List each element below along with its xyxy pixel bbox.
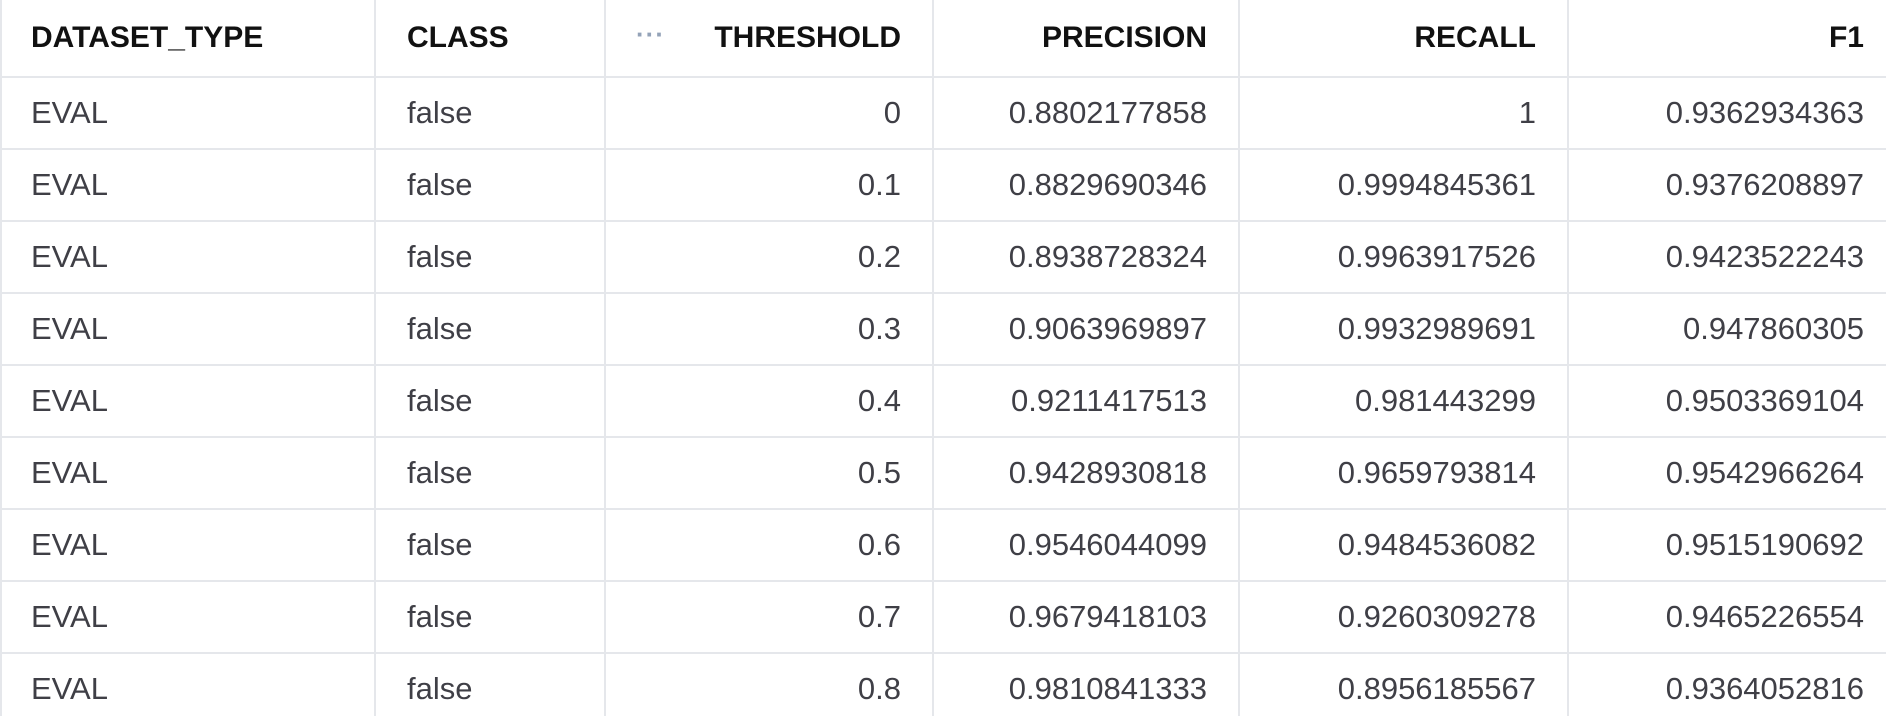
cell-f1[interactable]: 0.9364052816 (1665, 671, 1864, 706)
cell-precision[interactable]: 0.8802177858 (934, 78, 1240, 148)
cell-dataset-type[interactable]: EVAL (0, 510, 376, 580)
cell-precision[interactable]: 0.9546044099 (934, 510, 1240, 580)
cell-precision[interactable]: 0.9810841333 (934, 654, 1240, 716)
cell-recall[interactable]: 0.9932989691 (1240, 294, 1569, 364)
cell-class[interactable]: false (376, 294, 606, 364)
cell-dataset-type[interactable]: EVAL (0, 654, 376, 716)
cell-f1[interactable]: 0.9423522243 (1665, 239, 1864, 274)
column-header-f1[interactable]: F1 (1569, 0, 1886, 76)
column-header-recall[interactable]: RECALL (1240, 0, 1569, 76)
cell-class[interactable]: false (376, 366, 606, 436)
table-header-row: DATASET_TYPE CLASS ··· THRESHOLD PRECISI… (0, 0, 1886, 78)
cell-recall[interactable]: 0.9260309278 (1240, 582, 1569, 652)
table-row[interactable]: EVAL false 0.7 0.9679418103 0.9260309278 0.94… (0, 582, 1886, 654)
cell-dataset-type[interactable]: EVAL (0, 582, 376, 652)
cell-precision[interactable]: 0.9211417513 (934, 366, 1240, 436)
column-header-threshold[interactable]: ··· THRESHOLD (606, 0, 934, 76)
cell-recall[interactable]: 0.8956185567 (1240, 654, 1569, 716)
table-body: EVAL false 0 0.8802177858 1 0.9362934363 EVAL f… (0, 78, 1886, 716)
column-header-label: PRECISION (1041, 21, 1207, 54)
column-header-label: F1 (1828, 21, 1864, 54)
cell-threshold[interactable]: 0 (606, 78, 934, 148)
table-row[interactable]: EVAL false 0.2 0.8938728324 0.9963917526 0.94… (0, 222, 1886, 294)
cell-threshold[interactable]: 0.8 (606, 654, 934, 716)
cell-class[interactable]: false (376, 222, 606, 292)
cell-recall[interactable]: 0.981443299 (1240, 366, 1569, 436)
cell-recall[interactable]: 0.9963917526 (1240, 222, 1569, 292)
column-header-label: THRESHOLD (714, 21, 901, 54)
cell-class[interactable]: false (376, 438, 606, 508)
cell-recall[interactable]: 0.9659793814 (1240, 438, 1569, 508)
cell-precision[interactable]: 0.9063969897 (934, 294, 1240, 364)
table-row[interactable]: EVAL false 0.3 0.9063969897 0.9932989691 0.94… (0, 294, 1886, 366)
table-left-border (0, 0, 2, 716)
cell-f1[interactable]: 0.9503369104 (1665, 383, 1864, 418)
column-header-label: DATASET_TYPE (31, 21, 264, 54)
cell-class[interactable]: false (376, 78, 606, 148)
cell-threshold[interactable]: 0.5 (606, 438, 934, 508)
cell-threshold[interactable]: 0.3 (606, 294, 934, 364)
cell-precision[interactable]: 0.9679418103 (934, 582, 1240, 652)
cell-recall[interactable]: 1 (1240, 78, 1569, 148)
column-header-class[interactable]: CLASS (376, 0, 606, 76)
column-header-label: RECALL (1414, 21, 1536, 54)
cell-dataset-type[interactable]: EVAL (0, 294, 376, 364)
cell-dataset-type[interactable]: EVAL (0, 366, 376, 436)
cell-dataset-type[interactable]: EVAL (0, 222, 376, 292)
table-row[interactable]: EVAL false 0.1 0.8829690346 0.9994845361 0.93… (0, 150, 1886, 222)
cell-class[interactable]: false (376, 510, 606, 580)
cell-f1[interactable]: 0.9465226554 (1665, 599, 1864, 634)
cell-class[interactable]: false (376, 582, 606, 652)
column-header-label: CLASS (407, 21, 509, 54)
cell-f1[interactable]: 0.9515190692 (1665, 527, 1864, 562)
cell-dataset-type[interactable]: EVAL (0, 78, 376, 148)
cell-f1[interactable]: 0.9376208897 (1665, 167, 1864, 202)
cell-dataset-type[interactable]: EVAL (0, 438, 376, 508)
cell-dataset-type[interactable]: EVAL (0, 150, 376, 220)
table-row[interactable]: EVAL false 0.5 0.9428930818 0.9659793814 0.95… (0, 438, 1886, 510)
table-row[interactable]: EVAL false 0.8 0.9810841333 0.8956185567 0.93… (0, 654, 1886, 716)
cell-f1[interactable]: 0.9362934363 (1665, 95, 1864, 130)
cell-threshold[interactable]: 0.1 (606, 150, 934, 220)
cell-precision[interactable]: 0.8938728324 (934, 222, 1240, 292)
more-horizontal-icon[interactable]: ··· (636, 19, 665, 49)
column-header-precision[interactable]: PRECISION (934, 0, 1240, 76)
cell-threshold[interactable]: 0.4 (606, 366, 934, 436)
cell-precision[interactable]: 0.8829690346 (934, 150, 1240, 220)
cell-threshold[interactable]: 0.2 (606, 222, 934, 292)
cell-recall[interactable]: 0.9994845361 (1240, 150, 1569, 220)
cell-precision[interactable]: 0.9428930818 (934, 438, 1240, 508)
cell-f1[interactable]: 0.9542966264 (1665, 455, 1864, 490)
cell-class[interactable]: false (376, 654, 606, 716)
table-row[interactable]: EVAL false 0.6 0.9546044099 0.9484536082 0.95… (0, 510, 1886, 582)
cell-f1[interactable]: 0.947860305 (1682, 311, 1864, 346)
column-header-dataset-type[interactable]: DATASET_TYPE (0, 0, 376, 76)
table-row[interactable]: EVAL false 0 0.8802177858 1 0.9362934363 (0, 78, 1886, 150)
cell-threshold[interactable]: 0.6 (606, 510, 934, 580)
table-row[interactable]: EVAL false 0.4 0.9211417513 0.981443299 0.950… (0, 366, 1886, 438)
cell-recall[interactable]: 0.9484536082 (1240, 510, 1569, 580)
cell-class[interactable]: false (376, 150, 606, 220)
cell-threshold[interactable]: 0.7 (606, 582, 934, 652)
